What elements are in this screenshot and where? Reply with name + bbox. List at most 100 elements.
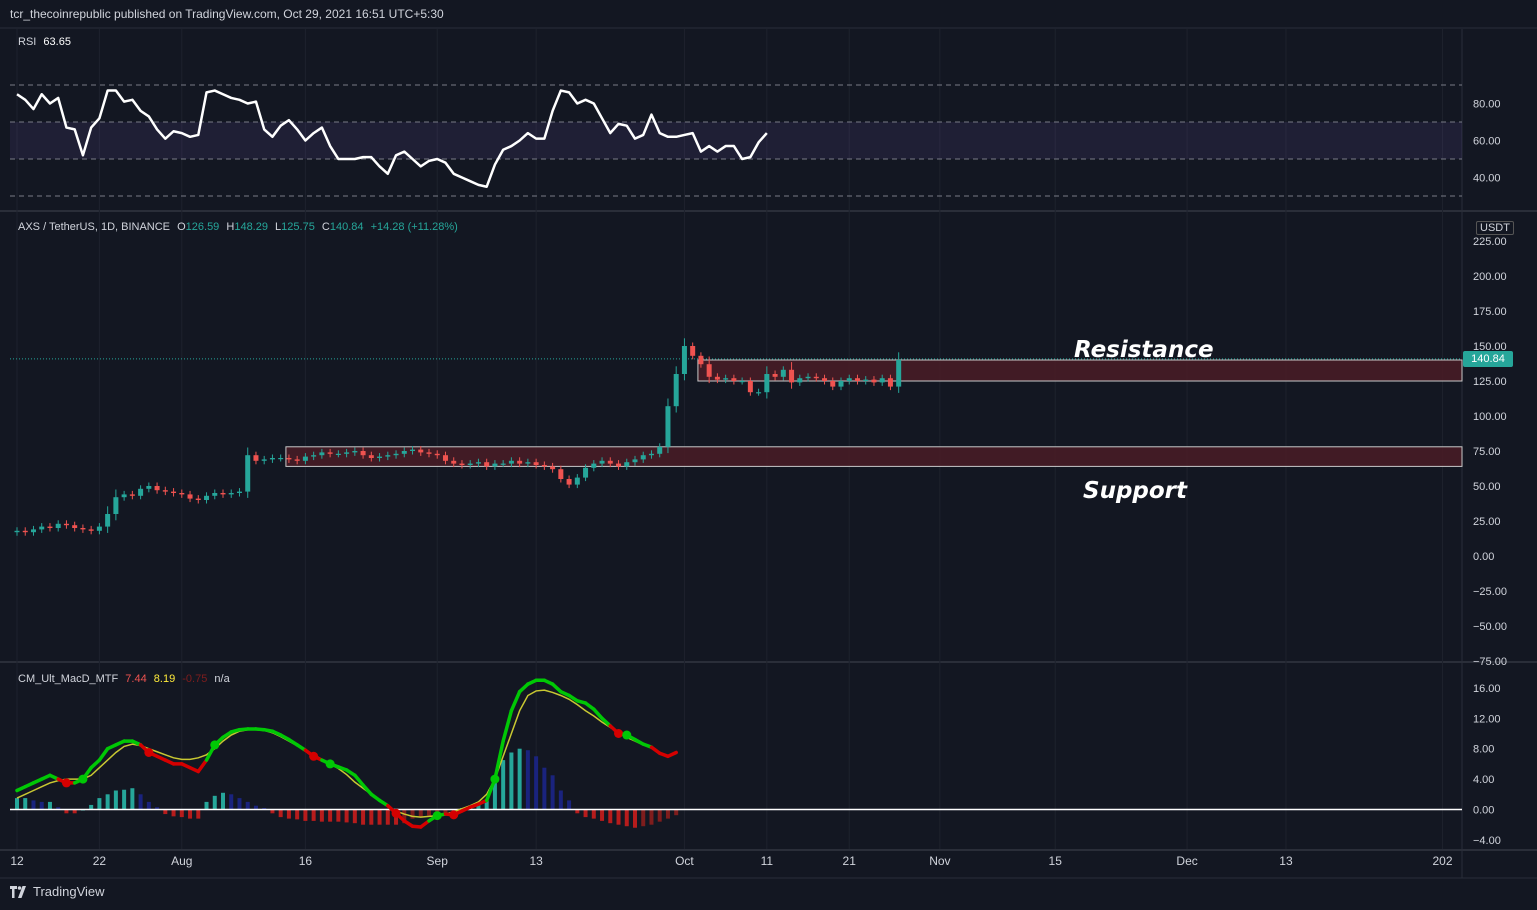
candle-body [599, 460, 605, 464]
macd-histogram-bar [295, 809, 300, 820]
x-tick-label: 202 [1433, 854, 1453, 868]
candle-body [739, 381, 745, 383]
candle-body [245, 455, 251, 492]
candle-body [632, 459, 638, 463]
macd-histogram-bar [410, 809, 415, 819]
close-value: 140.84 [329, 221, 364, 233]
candle-body [228, 493, 234, 495]
price-tick-label: −75.00 [1473, 656, 1507, 668]
macd-histogram-bar [361, 809, 366, 825]
macd-histogram-bar [443, 809, 448, 813]
candle-body [789, 369, 795, 383]
macd-histogram-bar [600, 809, 605, 821]
candle-body [162, 490, 168, 492]
macd-histogram-bar [492, 779, 497, 810]
macd-histogram-bar [517, 748, 522, 810]
candle-body [896, 360, 902, 387]
macd-histogram-bar [352, 809, 357, 824]
macd-histogram-bar [616, 809, 621, 825]
macd-histogram-bar [575, 809, 580, 814]
macd-histogram-bar [591, 809, 596, 819]
rsi-tick-label: 40.00 [1473, 173, 1501, 185]
candle-body [146, 486, 152, 489]
macd-cross-dot [144, 748, 154, 757]
resistance-zone [697, 359, 1463, 382]
macd-histogram-bar [237, 798, 242, 810]
candle-body [624, 462, 630, 467]
macd-histogram-bar [64, 809, 69, 814]
candle-body [830, 381, 836, 387]
candle-body [434, 453, 440, 456]
candle-body [673, 374, 679, 407]
macd-histogram-bar [286, 809, 291, 819]
macd-cross-dot [391, 808, 401, 818]
candle-body [360, 451, 366, 456]
candle-body [863, 379, 869, 381]
macd-cross-dot [614, 729, 624, 738]
macd-histogram-bar [418, 809, 423, 818]
x-tick-label: 22 [93, 854, 107, 868]
macd-histogram-bar [221, 792, 225, 810]
candle-body [541, 465, 547, 467]
candle-body [335, 453, 341, 455]
x-tick-label: Nov [929, 854, 950, 868]
price-tick-label: 50.00 [1473, 481, 1501, 493]
resistance-annotation: Resistance [1074, 337, 1214, 363]
candle-body [121, 494, 127, 498]
candle-body [475, 462, 481, 464]
macd-histogram-bar [179, 809, 184, 818]
macd-histogram-bar [229, 794, 234, 810]
macd-histogram-bar [15, 798, 19, 810]
price-tick-label: 25.00 [1473, 516, 1501, 528]
macd-histogram-bar [47, 801, 52, 810]
candle-body [517, 460, 523, 464]
candle-body [657, 446, 663, 454]
macd-histogram-bar [270, 809, 275, 814]
tradingview-logo-icon [10, 885, 26, 898]
support-annotation: Support [1083, 478, 1188, 504]
macd-line-segment [493, 739, 505, 781]
macd-line-segment [361, 783, 374, 797]
candle-body [368, 455, 374, 458]
price-unit-tag[interactable]: USDT [1476, 221, 1514, 235]
macd-histogram-bar [122, 789, 127, 810]
macd-histogram-bar [31, 800, 36, 810]
candle-body [690, 346, 696, 356]
x-tick-label: Sep [427, 854, 449, 868]
tradingview-brand[interactable]: TradingView [10, 884, 105, 899]
x-tick-label: 21 [843, 854, 857, 868]
candle-body [813, 376, 819, 379]
price-legend: AXS / TetherUS, 1D, BINANCE O126.59 H148… [18, 221, 462, 233]
candle-body [574, 477, 580, 485]
candle-body [401, 451, 407, 454]
candle-body [253, 455, 259, 461]
candle-body [154, 486, 160, 491]
macd-histogram-bar [484, 800, 489, 810]
candle-body [681, 346, 687, 374]
x-tick-label: 12 [10, 854, 24, 868]
macd-histogram-bar [583, 809, 588, 818]
macd-histogram-bar [649, 809, 654, 825]
candle-body [236, 491, 242, 493]
macd-histogram-bar [641, 809, 646, 827]
candle-body [566, 479, 572, 485]
x-tick-label: 13 [529, 854, 543, 868]
candle-body [138, 488, 144, 496]
macd-histogram-bar [525, 750, 530, 810]
rsi-legend: RSI 63.65 [18, 36, 75, 48]
candle-body [714, 376, 720, 380]
macd-histogram-bar [89, 804, 94, 810]
rsi-line [16, 89, 768, 188]
macd-histogram-bar [146, 801, 151, 810]
candle-body [640, 455, 646, 460]
candle-body [204, 495, 210, 500]
candle-body [459, 463, 465, 465]
macd-histogram-bar [377, 809, 382, 825]
macd-histogram-bar [130, 788, 135, 810]
rsi-label: RSI [18, 36, 37, 48]
candle-body [72, 525, 78, 528]
macd-histogram-bar [155, 807, 160, 810]
candle-body [442, 455, 448, 461]
candle-body [410, 449, 416, 451]
